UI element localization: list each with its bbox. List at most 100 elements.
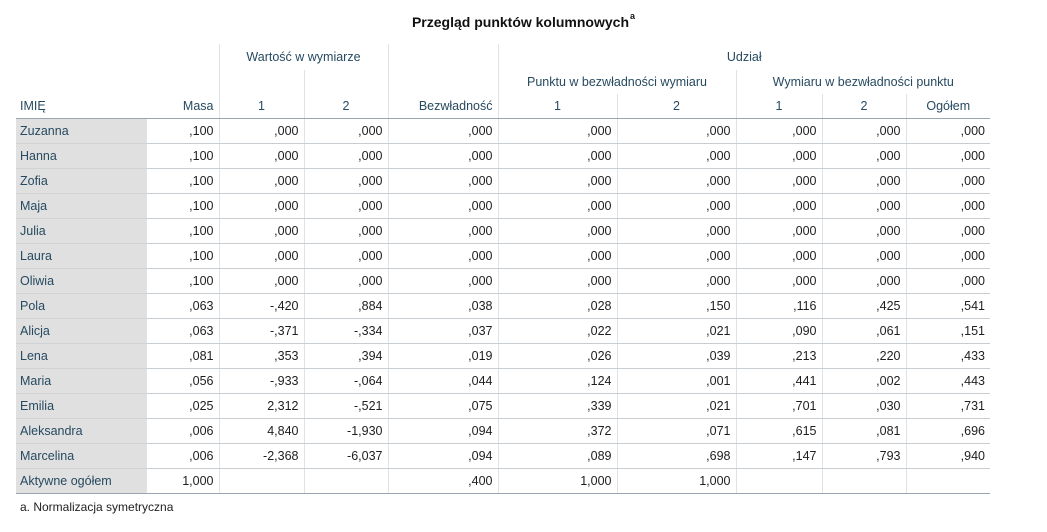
- wartosc-dim-1-cell: 4,840: [218, 418, 304, 444]
- wartosc-dim-1-cell: ,000: [218, 168, 304, 194]
- wartosc-dim-1-cell: -2,368: [218, 443, 304, 469]
- header-imie: IMIĘ: [16, 94, 146, 119]
- punktu-dim-2-cell: ,000: [616, 168, 736, 194]
- column-points-table: Wartość w wymiarze Udział Punktu w bezwł…: [16, 44, 990, 494]
- table-title: Przegląd punktów kolumnowycha: [0, 11, 1047, 30]
- wartosc-dim-1-cell: -,371: [218, 318, 304, 344]
- row-label: Julia: [16, 218, 146, 244]
- row-label: Maria: [16, 368, 146, 394]
- header-masa: Masa: [146, 94, 219, 119]
- footnote: a. Normalizacja symetryczna: [20, 500, 174, 514]
- wymiaru-dim-1-cell: ,213: [735, 343, 822, 369]
- wartosc-dim-2-cell: -6,037: [303, 443, 388, 469]
- table-row: Alicja ,063 -,371 -,334,037,022,021,090,061…: [16, 318, 990, 344]
- wartosc-dim-1-cell: -,420: [218, 293, 304, 319]
- ogolem-cell: ,000: [905, 143, 990, 169]
- wartosc-dim-1-cell: ,000: [218, 268, 304, 294]
- table-row: Laura ,100,000,000,000,000,000,000,000,00…: [16, 243, 990, 269]
- wymiaru-dim-1-cell: ,615: [735, 418, 822, 444]
- punktu-dim-2-cell: ,150: [616, 293, 736, 319]
- header-wymiaru-w-bezwladnosci: Wymiaru w bezwładności punktu: [735, 70, 990, 94]
- wartosc-dim-2-cell: [303, 468, 388, 494]
- wartosc-dim-1-cell: -,933: [218, 368, 304, 394]
- punktu-dim-1-cell: ,000: [497, 168, 617, 194]
- row-label: Aleksandra: [16, 418, 146, 444]
- masa-cell: ,100: [145, 193, 219, 219]
- punktu-dim-2-cell: ,071: [616, 418, 736, 444]
- punktu-dim-1-cell: ,000: [497, 143, 617, 169]
- punktu-dim-2-cell: ,039: [616, 343, 736, 369]
- punktu-dim-2-cell: ,021: [616, 318, 736, 344]
- punktu-dim-2-cell: ,698: [616, 443, 736, 469]
- wartosc-dim-2-cell: -,521: [303, 393, 388, 419]
- ogolem-cell: ,000: [905, 218, 990, 244]
- wymiaru-dim-2-cell: ,000: [821, 118, 906, 144]
- table-row: Maria ,056 -,933 -,064,044,124,001,441,002,…: [16, 368, 990, 394]
- ogolem-cell: ,000: [905, 168, 990, 194]
- masa-cell: ,100: [145, 243, 219, 269]
- masa-cell: ,081: [145, 343, 219, 369]
- masa-cell: 1,000: [145, 468, 219, 494]
- row-label: Pola: [16, 293, 146, 319]
- row-label: Alicja: [16, 318, 146, 344]
- ogolem-cell: ,443: [905, 368, 990, 394]
- masa-cell: ,100: [145, 118, 219, 144]
- bezwladnosc-cell: ,094: [387, 443, 498, 469]
- masa-cell: ,006: [145, 443, 219, 469]
- row-label: Oliwia: [16, 268, 146, 294]
- wymiaru-dim-1-cell: ,441: [735, 368, 822, 394]
- wymiaru-dim-1-cell: ,116: [735, 293, 822, 319]
- row-label: Marcelina: [16, 443, 146, 469]
- header-punktu-dim-1: 1: [497, 94, 617, 119]
- row-label: Laura: [16, 243, 146, 269]
- ogolem-cell: ,433: [905, 343, 990, 369]
- wymiaru-dim-2-cell: [821, 468, 906, 494]
- punktu-dim-1-cell: ,000: [497, 243, 617, 269]
- wartosc-dim-1-cell: ,000: [218, 193, 304, 219]
- table-row: Julia ,100,000,000,000,000,000,000,000,00…: [16, 218, 990, 244]
- bezwladnosc-cell: ,037: [387, 318, 498, 344]
- wymiaru-dim-2-cell: ,000: [821, 243, 906, 269]
- wymiaru-dim-1-cell: ,000: [735, 243, 822, 269]
- wartosc-dim-2-cell: ,000: [303, 118, 388, 144]
- ogolem-cell: ,000: [905, 118, 990, 144]
- table-row: Zuzanna ,100,000,000,000,000,000,000,000,…: [16, 118, 990, 144]
- wymiaru-dim-1-cell: ,147: [735, 443, 822, 469]
- masa-cell: ,063: [145, 318, 219, 344]
- bezwladnosc-cell: ,000: [387, 143, 498, 169]
- masa-cell: ,006: [145, 418, 219, 444]
- wymiaru-dim-2-cell: ,000: [821, 168, 906, 194]
- header-wymiaru-dim-1: 1: [735, 94, 822, 119]
- punktu-dim-1-cell: 1,000: [497, 468, 617, 494]
- table-row: Emilia ,025 2,312 -,521,075,339,021,701,030…: [16, 393, 990, 419]
- wartosc-dim-2-cell: ,000: [303, 243, 388, 269]
- row-label: Hanna: [16, 143, 146, 169]
- ogolem-cell: ,000: [905, 243, 990, 269]
- ogolem-cell: ,696: [905, 418, 990, 444]
- title-footnote-marker: a: [630, 11, 636, 21]
- table-row: Zofia ,100,000,000,000,000,000,000,000,00…: [16, 168, 990, 194]
- wymiaru-dim-1-cell: ,000: [735, 268, 822, 294]
- punktu-dim-1-cell: ,372: [497, 418, 617, 444]
- table-row: Maja ,100,000,000,000,000,000,000,000,000: [16, 193, 990, 219]
- row-label: Lena: [16, 343, 146, 369]
- wymiaru-dim-2-cell: ,220: [821, 343, 906, 369]
- punktu-dim-1-cell: ,028: [497, 293, 617, 319]
- wartosc-dim-1-cell: ,000: [218, 143, 304, 169]
- punktu-dim-1-cell: ,000: [497, 118, 617, 144]
- header-dim-1: 1: [218, 94, 304, 119]
- bezwladnosc-cell: ,400: [387, 468, 498, 494]
- wartosc-dim-2-cell: -,334: [303, 318, 388, 344]
- table-row: Oliwia ,100,000,000,000,000,000,000,000,0…: [16, 268, 990, 294]
- wartosc-dim-2-cell: ,000: [303, 218, 388, 244]
- row-label: Zuzanna: [16, 118, 146, 144]
- masa-cell: ,100: [145, 143, 219, 169]
- wymiaru-dim-1-cell: ,000: [735, 118, 822, 144]
- wartosc-dim-1-cell: ,000: [218, 218, 304, 244]
- header-wymiaru-dim-2: 2: [821, 94, 906, 119]
- ogolem-cell: ,731: [905, 393, 990, 419]
- punktu-dim-2-cell: ,000: [616, 143, 736, 169]
- punktu-dim-2-cell: ,000: [616, 243, 736, 269]
- masa-cell: ,025: [145, 393, 219, 419]
- wymiaru-dim-1-cell: ,000: [735, 168, 822, 194]
